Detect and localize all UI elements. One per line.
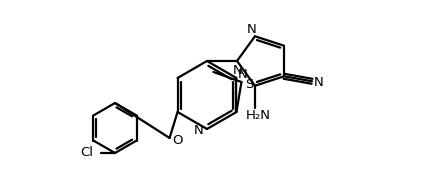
Text: H₂N: H₂N — [245, 109, 270, 122]
Text: N: N — [233, 63, 242, 77]
Text: S: S — [245, 77, 253, 91]
Text: N: N — [194, 123, 203, 137]
Text: N: N — [237, 68, 247, 81]
Text: N: N — [247, 23, 256, 36]
Text: Cl: Cl — [80, 146, 93, 160]
Text: N: N — [314, 76, 323, 89]
Text: O: O — [172, 135, 182, 148]
